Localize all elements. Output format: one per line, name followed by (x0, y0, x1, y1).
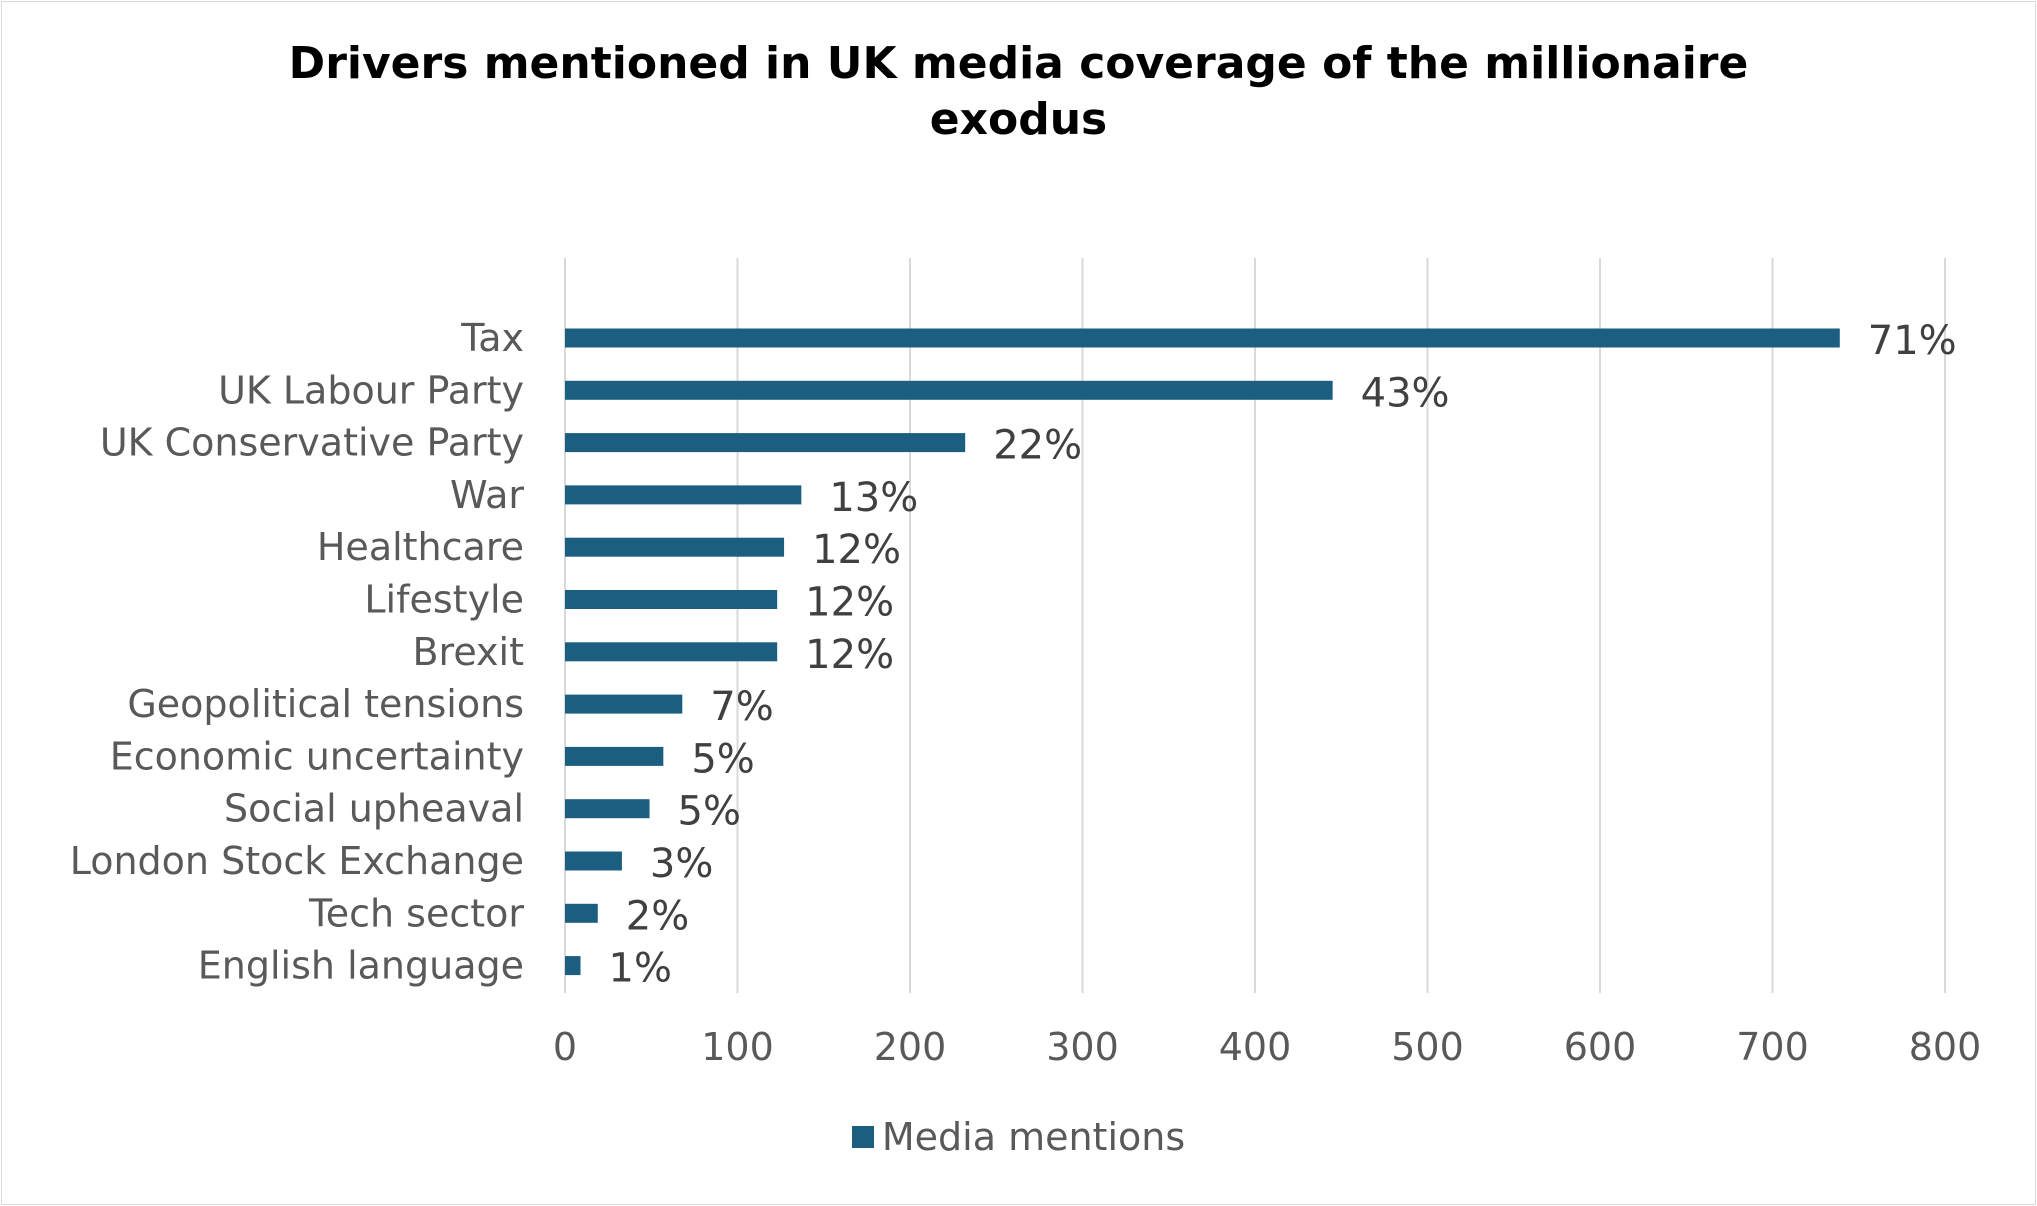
category-label: UK Labour Party (218, 368, 524, 412)
x-tick-label: 100 (701, 1025, 774, 1069)
bar (565, 537, 785, 557)
data-label: 3% (650, 841, 713, 887)
x-tick-label: 600 (1564, 1025, 1637, 1069)
bar (565, 590, 778, 609)
category-label: Brexit (412, 630, 524, 674)
data-label: 5% (691, 736, 754, 782)
x-tick-label: 500 (1391, 1025, 1464, 1069)
data-label: 71% (1868, 318, 1957, 364)
gridlines (564, 258, 1946, 993)
legend: Media mentions (0, 1112, 2037, 1162)
bar (565, 956, 581, 976)
x-tick-label: 0 (553, 1025, 577, 1069)
x-tick-label: 700 (1736, 1025, 1809, 1069)
data-label: 12% (812, 527, 901, 573)
bar (565, 380, 1333, 400)
bars (565, 328, 1840, 976)
category-labels: Tax UK Labour Party UK Conservative Party W… (70, 316, 525, 988)
category-label: Tech sector (308, 891, 524, 935)
category-label: London Stock Exchange (70, 839, 524, 883)
data-label: 7% (710, 684, 773, 730)
chart-title-line-1: Drivers mentioned in UK media coverage o… (288, 38, 1749, 89)
legend-label: Media mentions (881, 1115, 1186, 1159)
bar (565, 903, 598, 923)
x-tick-label: 400 (1219, 1025, 1292, 1069)
x-axis-tick-labels: 0 100 200 300 400 500 600 700 800 (553, 1025, 1981, 1069)
category-label: Lifestyle (364, 578, 524, 622)
chart-title-line-2: exodus (929, 94, 1108, 145)
data-label: 13% (829, 475, 918, 521)
x-tick-label: 800 (1909, 1025, 1982, 1069)
data-label: 43% (1361, 370, 1450, 416)
data-label: 2% (626, 893, 689, 939)
bar (565, 433, 966, 453)
category-label: UK Conservative Party (100, 421, 524, 465)
data-label: 1% (609, 946, 672, 992)
category-label: Economic uncertainty (110, 734, 524, 778)
bar (565, 851, 622, 871)
data-label: 12% (805, 580, 894, 626)
bar (565, 328, 1840, 348)
legend-swatch (851, 1125, 874, 1148)
category-label: Geopolitical tensions (127, 682, 524, 726)
bar (565, 694, 683, 714)
bar (565, 799, 650, 819)
x-tick-label: 200 (874, 1025, 947, 1069)
data-label: 22% (993, 423, 1082, 469)
data-labels: 71% 43% 22% 13% 12% 12% 12% 7% 5% 5% 3% 2% 1% (609, 318, 1957, 992)
x-tick-label: 300 (1046, 1025, 1119, 1069)
category-label: Tax (460, 316, 524, 360)
category-label: Healthcare (317, 525, 524, 569)
category-label: War (450, 473, 524, 517)
bar (565, 642, 778, 662)
bar (565, 746, 664, 766)
chart-title: Drivers mentioned in UK media coverage o… (0, 36, 2037, 148)
category-label: Social upheaval (224, 787, 524, 831)
data-label: 5% (678, 789, 741, 835)
data-label: 12% (805, 632, 894, 678)
bar (565, 485, 802, 505)
category-label: English language (198, 944, 524, 988)
